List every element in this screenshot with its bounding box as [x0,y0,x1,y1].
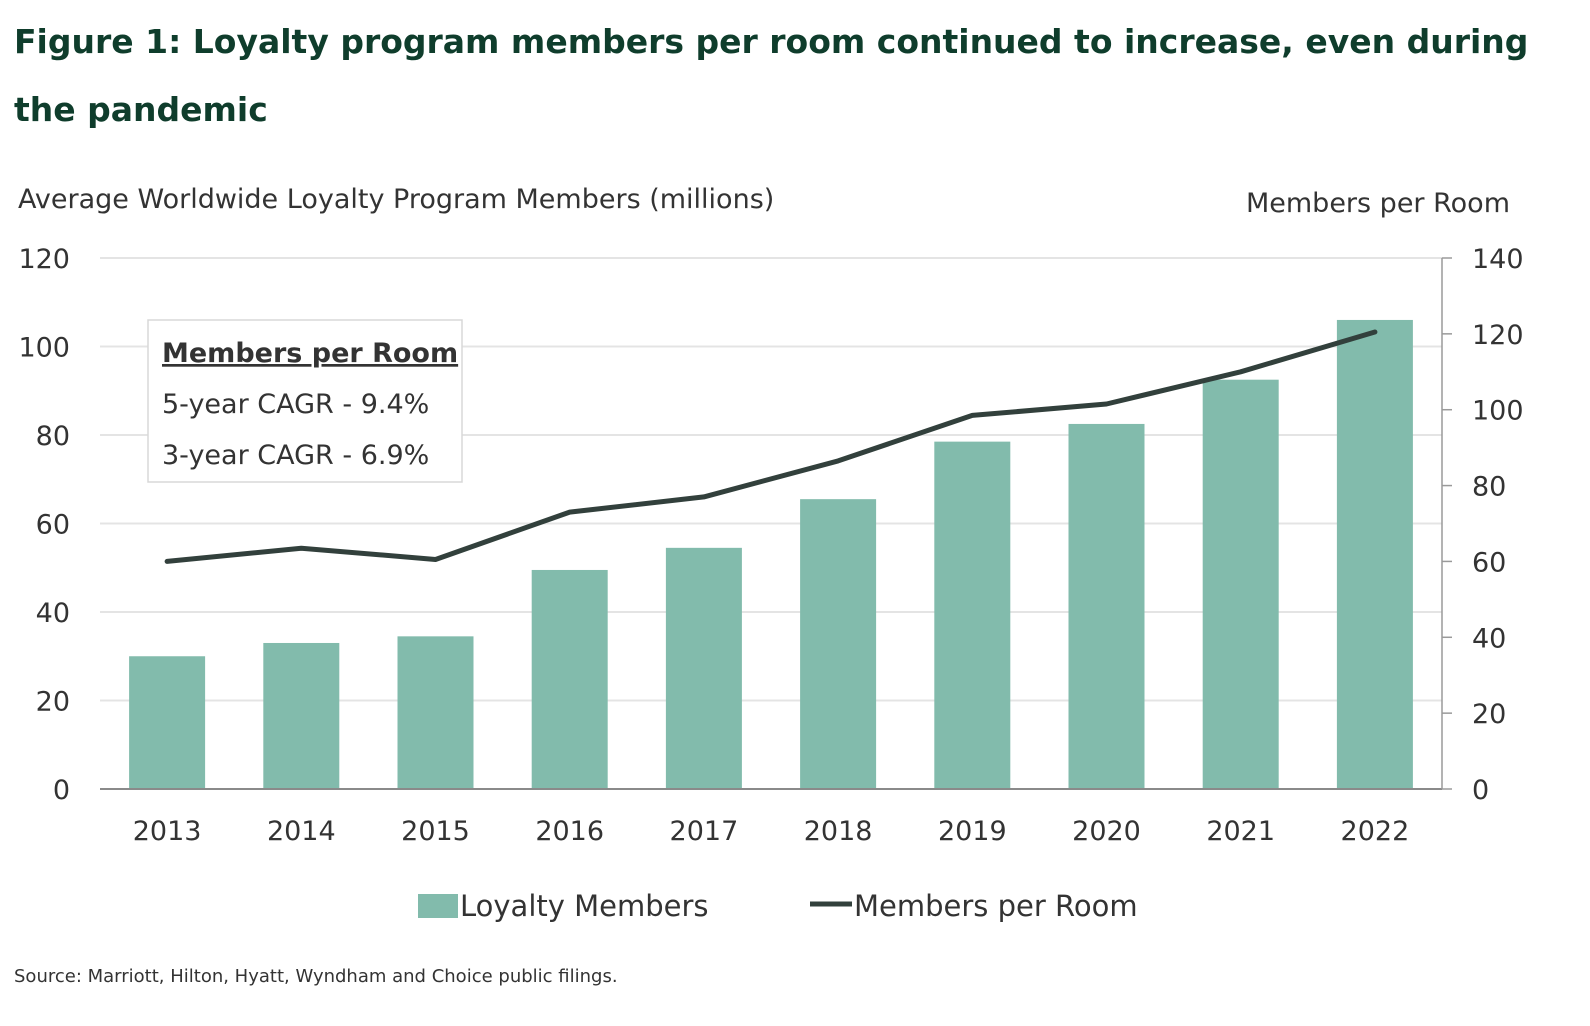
figure-title: Figure 1: Loyalty program members per ro… [14,22,1529,129]
members-per-room-point-2022 [1373,330,1377,334]
right-tick-label-80: 80 [1472,472,1506,503]
cagr-callout-heading: Members per Room [162,338,458,369]
cagr-callout: Members per Room 5-year CAGR - 9.4% 3-ye… [147,319,463,483]
legend: Loyalty Members Members per Room [418,889,1138,923]
members-per-room-point-2018 [836,459,840,463]
right-tick-label-0: 0 [1472,775,1489,806]
left-tick-label-100: 100 [18,333,70,364]
bar-2016 [531,569,608,789]
left-tick-label-40: 40 [36,598,70,629]
legend-label-loyalty-members: Loyalty Members [460,889,709,923]
members-per-room-point-2020 [1105,402,1108,406]
members-per-room-point-2015 [434,558,437,562]
right-tick-label-60: 60 [1472,547,1506,578]
cagr-callout-box [147,319,463,483]
bar-2021 [1202,379,1279,789]
bar-2015 [397,636,474,789]
right-axis-title: Members per Room [1246,188,1510,219]
source-note: Source: Marriott, Hilton, Hyatt, Wyndham… [14,966,618,987]
bar-2017 [665,547,742,789]
left-tick-label-0: 0 [53,775,70,806]
bar-2018 [800,499,877,789]
x-tick-label-2016: 2016 [535,816,604,847]
cagr-3-year: 3-year CAGR - 6.9% [162,440,429,471]
members-per-room-point-2019 [970,413,974,417]
bar-2022 [1336,319,1413,789]
left-tick-label-120: 120 [18,244,70,275]
x-tick-label-2019: 2019 [938,816,1007,847]
left-tick-label-80: 80 [36,421,70,452]
bar-2014 [263,642,340,789]
members-per-room-line [164,329,1378,564]
cagr-5-year: 5-year CAGR - 9.4% [162,389,429,420]
members-per-room-point-2014 [299,546,303,550]
members-per-room-line-layer [164,329,1378,564]
bar-2019 [934,441,1011,789]
members-per-room-point-2013 [165,559,169,563]
x-tick-label-2013: 2013 [133,816,202,847]
x-tick-label-2017: 2017 [670,816,739,847]
right-tick-label-120: 120 [1472,320,1524,351]
right-tick-label-40: 40 [1472,623,1506,654]
right-tick-label-20: 20 [1472,699,1506,730]
axes [100,257,1452,790]
legend-label-members-per-room: Members per Room [854,889,1138,923]
x-tick-label-2015: 2015 [401,816,470,847]
right-tick-label-140: 140 [1472,244,1524,275]
right-tick-label-100: 100 [1472,396,1524,427]
members-per-room-point-2017 [702,495,706,499]
bar-2013 [129,656,206,789]
left-tick-label-60: 60 [36,510,70,541]
x-tick-label-2018: 2018 [804,816,873,847]
x-tick-label-2021: 2021 [1206,816,1275,847]
x-tick-label-2014: 2014 [267,816,336,847]
bars [129,319,1413,789]
x-tick-label-2020: 2020 [1072,816,1141,847]
tick-labels: 0 20 40 60 80 100 120 0 20 40 60 80 100 120 140 2013 201… [18,244,1523,847]
members-per-room-point-2016 [568,510,572,514]
members-per-room-point-2021 [1239,370,1243,374]
x-tick-label-2022: 2022 [1341,816,1410,847]
left-axis-title: Average Worldwide Loyalty Program Member… [18,184,774,215]
bar-2020 [1068,423,1145,789]
left-tick-label-20: 20 [36,687,70,718]
legend-swatch-loyalty-members [418,894,458,918]
